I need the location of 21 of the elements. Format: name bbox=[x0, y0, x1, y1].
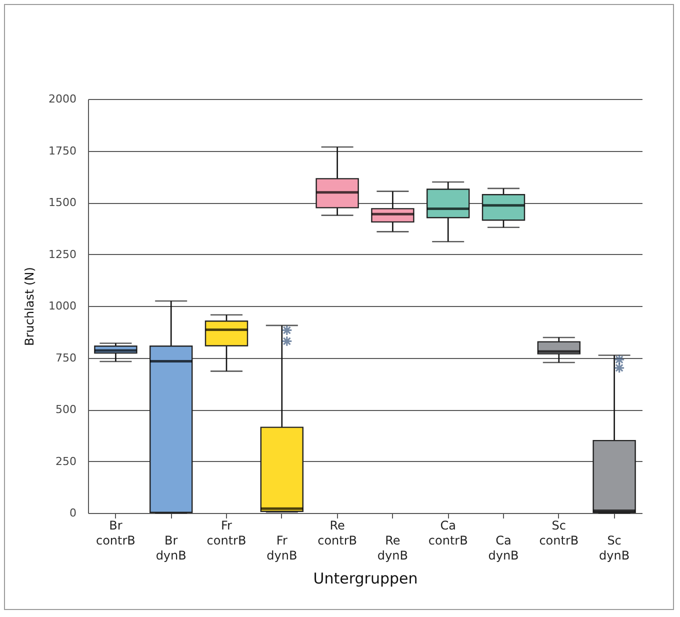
x-axis-title: Untergruppen bbox=[313, 570, 418, 588]
x-tick-label: Br contrB bbox=[96, 518, 136, 548]
x-tick-label: Br dynB bbox=[156, 534, 186, 562]
x-tick-label: Ca dynB bbox=[488, 534, 519, 562]
y-tick-label: 2000 bbox=[48, 92, 76, 106]
y-tick-label: 500 bbox=[56, 403, 76, 416]
y-tick-label: 1750 bbox=[48, 144, 76, 158]
y-tick-label: 250 bbox=[56, 454, 76, 468]
x-tick-label: Ca contrB bbox=[428, 518, 468, 548]
y-tick-label: 750 bbox=[56, 351, 76, 364]
x-tick-label: Re contrB bbox=[318, 518, 358, 548]
x-tick-label: Re dynB bbox=[377, 534, 408, 562]
y-tick-label: 1250 bbox=[48, 248, 76, 261]
x-tick-label: Fr dynB bbox=[266, 534, 298, 562]
y-axis-title: Bruchlast (N) bbox=[22, 267, 37, 346]
y-tick-label: 1500 bbox=[48, 196, 76, 209]
x-tick-label: Sc dynB bbox=[599, 534, 630, 562]
y-tick-label: 1000 bbox=[48, 300, 76, 312]
y-tick-label: 0 bbox=[70, 506, 76, 520]
x-tick-label: Sc contrB bbox=[539, 518, 579, 548]
x-tick-label: Fr contrB bbox=[206, 518, 246, 548]
